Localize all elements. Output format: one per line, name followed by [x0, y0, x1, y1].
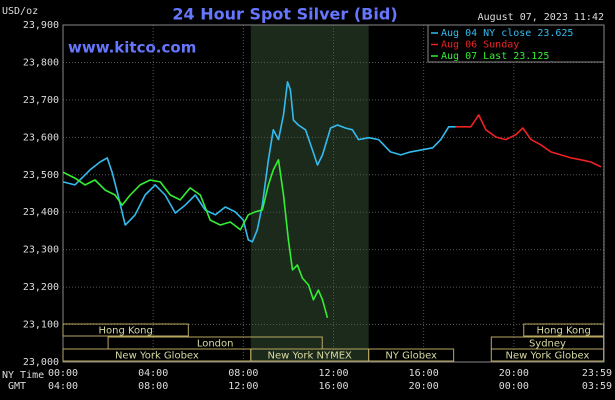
- watermark: www.kitco.com: [68, 39, 196, 57]
- x-tick-label: 04:00: [138, 368, 168, 379]
- y-tick-label: 23,200: [23, 282, 59, 293]
- x-tick-label-gmt: 03:59: [582, 381, 612, 392]
- legend-box: [427, 24, 605, 63]
- y-tick-label: 23,500: [23, 170, 59, 181]
- x-tick-label-gmt: 20:00: [409, 381, 439, 392]
- session-box: [523, 323, 605, 337]
- x-tick-label-gmt: 16:00: [318, 381, 348, 392]
- legend-label: Aug 07 Last 23.125: [441, 51, 549, 62]
- x-tick-label: 20:00: [499, 368, 529, 379]
- timestamp: August 07, 2023 11:42: [478, 12, 604, 23]
- session-label: London: [197, 339, 234, 350]
- chart-title: 24 Hour Spot Silver (Bid): [172, 5, 397, 24]
- session-label: NY Globex: [385, 351, 437, 362]
- session-shade: [250, 25, 369, 362]
- x-tick-label: 08:00: [228, 368, 258, 379]
- session-label: New York Globex: [506, 351, 590, 362]
- session-box: [368, 348, 455, 362]
- unit-label: USD/oz: [2, 6, 38, 17]
- session-box: [62, 323, 189, 337]
- session-label: Sydney: [529, 339, 566, 350]
- session-label: Hong Kong: [536, 326, 590, 337]
- y-tick-label: 23,900: [23, 20, 59, 31]
- session-box: [490, 348, 605, 362]
- series-line: [62, 159, 329, 319]
- x-axis-label: NY Time: [2, 370, 44, 381]
- series-line: [62, 81, 456, 243]
- series-line: [455, 114, 602, 168]
- x-tick-label-gmt: 12:00: [228, 381, 258, 392]
- session-label: New York NYMEX: [268, 351, 353, 362]
- y-tick-label: 23,700: [23, 95, 59, 106]
- legend-label: Aug 04 NY close 23.625: [441, 28, 573, 39]
- x-tick-label: 23:59: [582, 368, 612, 379]
- y-tick-label: 23,000: [23, 357, 59, 368]
- x-tick-label-gmt: 00:00: [499, 381, 529, 392]
- y-tick-label: 23,400: [23, 207, 59, 218]
- y-tick-label: 23,300: [23, 245, 59, 256]
- x-tick-label: 12:00: [318, 368, 348, 379]
- x-axis-label: GMT: [8, 381, 26, 392]
- y-tick-label: 23,100: [23, 320, 59, 331]
- x-tick-label: 16:00: [409, 368, 439, 379]
- session-label: New York Globex: [115, 351, 199, 362]
- x-tick-label-gmt: 08:00: [138, 381, 168, 392]
- session-label: Hong Kong: [98, 326, 152, 337]
- x-tick-label-gmt: 04:00: [48, 381, 78, 392]
- legend-label: Aug 06 Sunday: [441, 40, 519, 51]
- y-tick-label: 23,600: [23, 132, 59, 143]
- y-tick-label: 23,800: [23, 57, 59, 68]
- x-tick-label: 00:00: [48, 368, 78, 379]
- plot-frame: [62, 24, 605, 363]
